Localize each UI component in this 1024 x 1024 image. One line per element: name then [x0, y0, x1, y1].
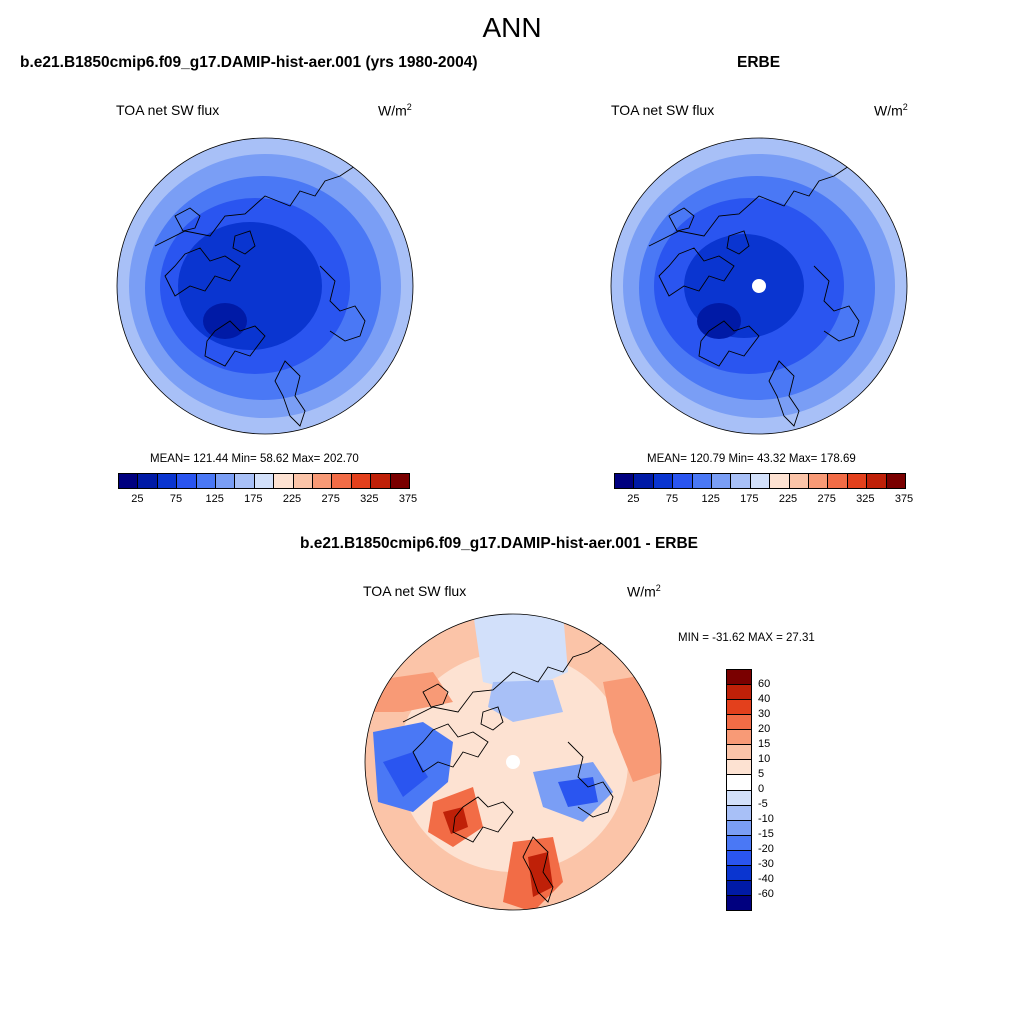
colorbar-swatch: [727, 714, 751, 730]
colorbar-tick-label: 175: [244, 493, 263, 505]
colorbar-swatch: [727, 834, 751, 850]
colorbar-tick-label: 225: [282, 493, 302, 505]
colorbar-swatch: [293, 474, 314, 488]
colorbar-tick-label: -10: [758, 813, 774, 825]
colorbar-tick-label: 25: [627, 493, 640, 505]
colorbar-swatch: [727, 684, 751, 700]
colorbar-swatch: [727, 864, 751, 880]
colorbar-swatch: [177, 474, 197, 488]
colorbar-swatch: [727, 879, 751, 895]
panel3-units: W/m2: [627, 583, 661, 600]
panel3-polar-map: [364, 613, 662, 911]
colorbar-swatch: [157, 474, 178, 488]
colorbar-tick-label: -5: [758, 798, 768, 810]
colorbar-swatch: [727, 789, 751, 805]
panel3-colorbar: [726, 669, 752, 911]
colorbar-swatch: [274, 474, 294, 488]
colorbar-tick-label: 125: [701, 493, 720, 505]
panel1-variable: TOA net SW flux: [116, 102, 220, 118]
panel1-stats: MEAN= 121.44 Min= 58.62 Max= 202.70: [150, 453, 359, 465]
panel2-variable: TOA net SW flux: [611, 102, 715, 118]
panel2-stats: MEAN= 120.79 Min= 43.32 Max= 178.69: [647, 453, 856, 465]
panel2-title: ERBE: [737, 54, 781, 71]
colorbar-swatch: [615, 474, 635, 488]
panel1-colorbar: [118, 473, 410, 489]
panel3-variable: TOA net SW flux: [363, 583, 467, 599]
panel2-units: W/m2: [874, 102, 908, 119]
colorbar-swatch: [390, 474, 410, 488]
colorbar-swatch: [673, 474, 693, 488]
colorbar-swatch: [727, 729, 751, 745]
colorbar-tick-label: 375: [398, 493, 418, 505]
colorbar-swatch: [119, 474, 139, 488]
colorbar-swatch: [712, 474, 732, 488]
colorbar-swatch: [727, 849, 751, 865]
colorbar-swatch: [727, 774, 751, 790]
colorbar-tick-label: -20: [758, 843, 774, 855]
colorbar-swatch: [750, 474, 771, 488]
colorbar-tick-label: 60: [758, 678, 771, 690]
colorbar-swatch: [770, 474, 790, 488]
colorbar-tick-label: 325: [856, 493, 875, 505]
colorbar-swatch: [727, 894, 751, 910]
colorbar-tick-label: 275: [817, 493, 836, 505]
colorbar-swatch: [634, 474, 654, 488]
colorbar-swatch: [196, 474, 217, 488]
colorbar-tick-label: -60: [758, 888, 774, 900]
colorbar-swatch: [371, 474, 391, 488]
colorbar-tick-label: -40: [758, 873, 774, 885]
colorbar-swatch: [727, 759, 751, 775]
colorbar-swatch: [254, 474, 275, 488]
colorbar-tick-label: 30: [758, 708, 771, 720]
colorbar-swatch: [313, 474, 333, 488]
main-title: ANN: [482, 12, 542, 43]
colorbar-tick-label: 75: [169, 493, 183, 505]
colorbar-tick-label: 275: [321, 493, 340, 505]
colorbar-swatch: [727, 670, 751, 685]
colorbar-tick-label: 40: [758, 693, 771, 705]
colorbar-swatch: [731, 474, 751, 488]
colorbar-tick-label: 75: [665, 493, 679, 505]
panel1-title: b.e21.B1850cmip6.f09_g17.DAMIP-hist-aer.…: [20, 54, 478, 71]
colorbar-swatch: [886, 474, 906, 488]
panel2-polar-map: [610, 137, 908, 435]
colorbar-tick-label: 325: [360, 493, 379, 505]
colorbar-tick-label: 10: [758, 753, 771, 765]
colorbar-swatch: [332, 474, 352, 488]
colorbar-swatch: [727, 744, 751, 760]
colorbar-tick-label: 0: [758, 783, 765, 795]
colorbar-swatch: [692, 474, 713, 488]
colorbar-swatch: [847, 474, 868, 488]
panel1-polar-map: [116, 137, 414, 435]
colorbar-tick-label: 25: [131, 493, 144, 505]
panel3-title: b.e21.B1850cmip6.f09_g17.DAMIP-hist-aer.…: [300, 535, 699, 552]
panel2-colorbar: [614, 473, 906, 489]
colorbar-swatch: [727, 699, 751, 715]
colorbar-swatch: [727, 804, 751, 820]
colorbar-tick-label: 175: [740, 493, 759, 505]
colorbar-tick-label: 375: [894, 493, 914, 505]
colorbar-swatch: [727, 819, 751, 835]
colorbar-tick-label: 5: [758, 768, 765, 780]
panel3-stats: MIN = -31.62 MAX = 27.31: [678, 632, 815, 644]
colorbar-swatch: [235, 474, 255, 488]
colorbar-tick-label: 125: [205, 493, 224, 505]
colorbar-swatch: [216, 474, 236, 488]
colorbar-tick-label: 15: [758, 738, 771, 750]
colorbar-swatch: [828, 474, 848, 488]
colorbar-tick-label: -15: [758, 828, 774, 840]
colorbar-swatch: [351, 474, 372, 488]
panel1-units: W/m2: [378, 102, 412, 119]
colorbar-tick-label: 20: [758, 723, 771, 735]
colorbar-swatch: [138, 474, 158, 488]
colorbar-tick-label: 225: [778, 493, 798, 505]
colorbar-swatch: [867, 474, 887, 488]
colorbar-tick-label: -30: [758, 858, 774, 870]
colorbar-swatch: [789, 474, 810, 488]
colorbar-swatch: [653, 474, 674, 488]
colorbar-swatch: [809, 474, 829, 488]
